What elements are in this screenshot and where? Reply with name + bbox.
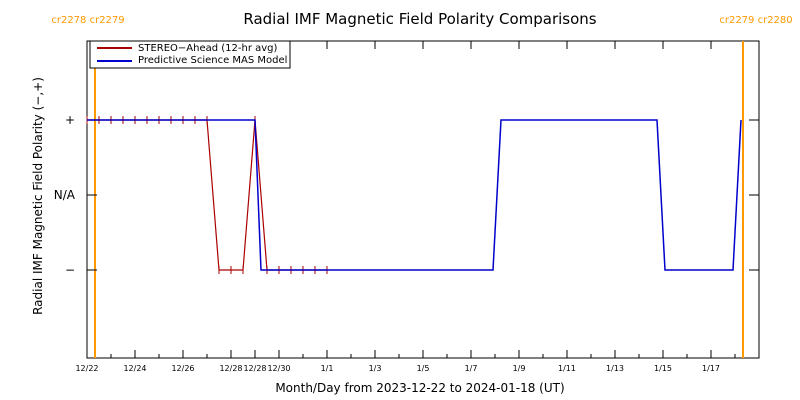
x-tick-label: 1/17 [702,364,720,373]
x-tick-label: 1/9 [513,364,526,373]
legend: STEREO−Ahead (12-hr avg) Predictive Scie… [89,40,291,69]
legend-label-stereo: STEREO−Ahead (12-hr avg) [138,43,278,54]
y-axis-ticks: + N/A − [54,113,759,277]
x-tick-label: 1/15 [654,364,672,373]
carrington-label-left: cr2278 cr2279 [51,15,124,26]
x-axis-ticks: 12/22 12/24 12/26 12/28 12/28 12/30 1/1 1/3 1/5 1… [75,41,736,373]
y-tick-label: N/A [54,188,76,202]
x-tick-label: 1/7 [465,364,478,373]
carrington-lines [94,41,744,358]
x-tick-label: 1/13 [606,364,624,373]
legend-box [89,40,291,69]
y-tick-label: − [65,263,75,277]
chart-title: Radial IMF Magnetic Field Polarity Compa… [243,10,596,28]
x-tick-label: 1/11 [558,364,576,373]
x-tick-label: 1/5 [417,364,430,373]
series-stereo-line [87,119,327,271]
x-tick-label: 1/3 [369,364,382,373]
series-layer [86,116,742,274]
x-tick-label: 12/28 [219,364,242,373]
x-tick-label: 12/22 [75,364,98,373]
carrington-label-right: cr2279 cr2280 [719,15,792,26]
series-model-line [87,119,742,271]
plot-frame [86,40,760,359]
x-tick-label: 12/28 [243,364,266,373]
x-tick-label: 12/30 [267,364,290,373]
x-tick-label: 12/26 [171,364,194,373]
legend-label-model: Predictive Science MAS Model [138,55,287,66]
x-tick-label: 12/24 [123,364,146,373]
x-axis-label: Month/Day from 2023-12-22 to 2024-01-18 … [275,381,564,395]
x-tick-label: 1/1 [321,364,334,373]
y-axis-label: Radial IMF Magnetic Field Polarity (−,+) [31,77,45,315]
y-tick-label: + [65,113,75,127]
